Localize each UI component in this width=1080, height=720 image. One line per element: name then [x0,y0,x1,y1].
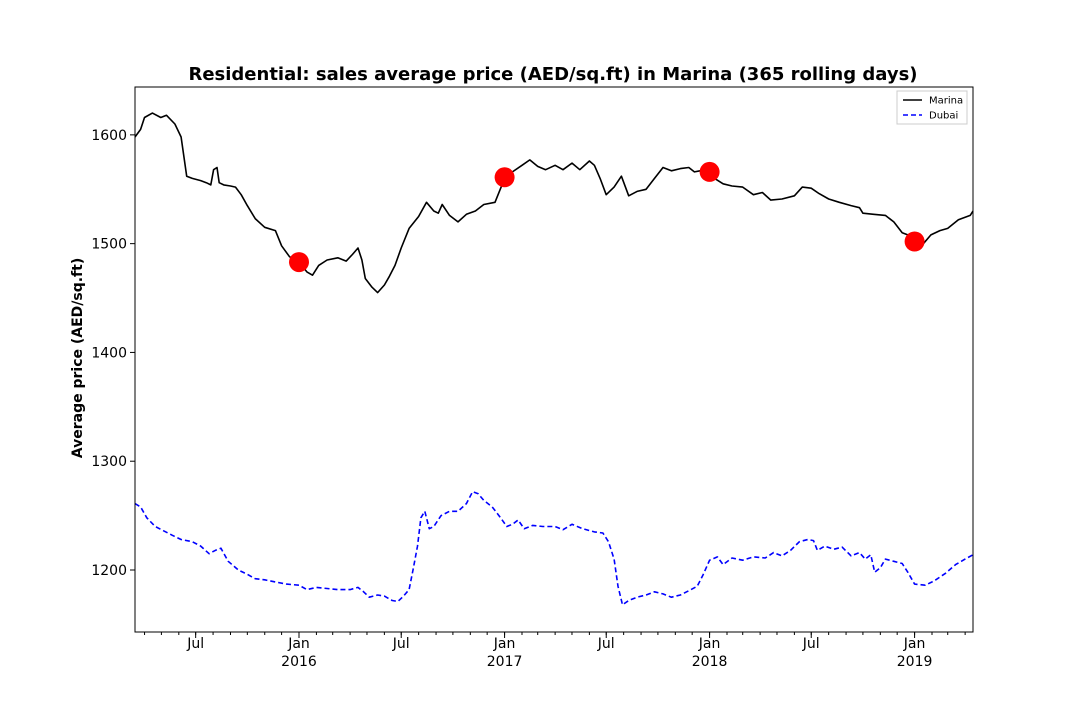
highlight-marker-2 [494,167,515,188]
legend-box [896,90,968,125]
x-tick-label-2017-01-01: Jan [493,636,516,652]
y-tick-label-1300: 1300 [91,454,127,470]
x-tick-year-2018: 2018 [692,654,728,670]
y-tick-label-1200: 1200 [91,563,127,579]
y-tick-label-1400: 1400 [91,345,127,361]
y-axis-label: Average price (AED/sq.ft) [70,258,86,458]
x-tick-label-2016-07-01: Jul [392,636,410,652]
legend-label-marina: Marina [929,96,963,107]
highlight-marker-1 [289,252,309,273]
x-tick-year-2019: 2019 [897,654,933,670]
plot-area [134,112,974,606]
legend: Marina Dubai [896,90,968,125]
plot-frame [134,86,974,633]
y-tick-label-1600: 1600 [91,128,127,144]
series-line-marina [134,112,974,294]
highlight-marker-3 [699,161,720,182]
highlight-marker-4 [904,231,925,252]
legend-label-dubai: Dubai [929,111,958,122]
chart-title: Residential: sales average price (AED/sq… [188,64,917,85]
x-tick-label-2018-01-01: Jan [698,636,721,652]
y-tick-label-1500: 1500 [91,237,127,253]
x-tick-label-2019-01-01: Jan [903,636,926,652]
x-tick-label-2017-07-01: Jul [597,636,615,652]
x-tick-year-2016: 2016 [281,654,317,670]
series-line-dubai [134,490,974,606]
x-tick-label-2016-01-01: Jan [287,636,310,652]
x-tick-label-2015-07-01: Jul [186,636,204,652]
x-tick-label-2018-07-01: Jul [802,636,820,652]
x-tick-year-2017: 2017 [487,654,523,670]
